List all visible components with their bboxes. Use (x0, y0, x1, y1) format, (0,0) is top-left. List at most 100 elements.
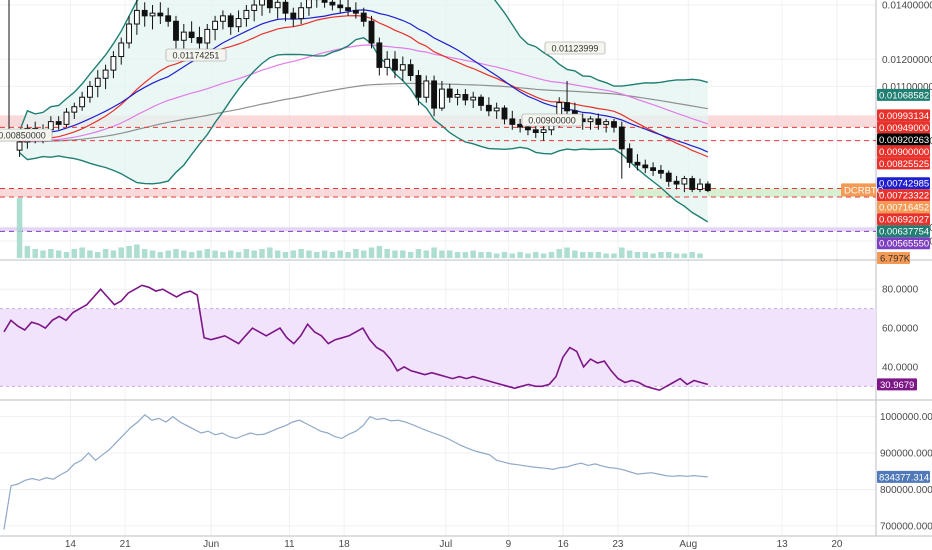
volume-bar (71, 249, 78, 258)
candle-body (71, 106, 78, 113)
candle-body (219, 15, 226, 22)
candle-body (266, 0, 273, 9)
volume-bar (579, 252, 586, 258)
volume-bar (227, 250, 234, 258)
time-tick-label: 13 (777, 539, 789, 550)
volume-bar (486, 252, 492, 258)
candle-body (118, 42, 125, 58)
time-axis[interactable]: 14 21 Jun 11 18 Jul 9 16 23 Aug 13 20 (65, 539, 843, 550)
rsi-pane[interactable] (0, 284, 876, 392)
candle-body (540, 129, 547, 133)
bollinger-upper (18, 0, 708, 132)
candle-body (360, 12, 367, 22)
price-tag-label: 0.00723322 (879, 191, 929, 202)
volume-bar (181, 250, 187, 258)
candle-body (227, 15, 234, 28)
volume-bar (274, 250, 281, 258)
candle-body (298, 7, 305, 20)
price-tag-box (877, 157, 930, 170)
rsi-tick-label: 80.0000 (882, 285, 919, 296)
volume-bar (642, 252, 649, 258)
candle-body (634, 161, 641, 166)
volume-bar (423, 250, 430, 258)
rsi-line (3, 284, 709, 392)
candle-body (188, 31, 195, 39)
rsi-value-tag: 30.9679 (880, 380, 914, 391)
price-tag-box (877, 237, 930, 250)
symbol-tag-box (841, 183, 876, 197)
candle-body (446, 88, 453, 98)
candle-body (94, 77, 101, 87)
candle-body (611, 121, 617, 128)
obv-pane[interactable] (3, 414, 708, 530)
candle-body (657, 169, 664, 174)
price-tag-label: 0.00949000 (879, 123, 929, 134)
candle-body (345, 7, 351, 11)
candle-body (274, 1, 281, 9)
rsi-band (0, 308, 876, 387)
price-tag-label: 0.00920263 (879, 135, 929, 146)
price-annotation: 0.00900000 (528, 116, 576, 126)
volume-bar (650, 253, 656, 258)
volume-bar (587, 252, 594, 258)
volume-bar (48, 249, 54, 258)
price-tag-label: 0.00742985 (879, 179, 929, 190)
volume-bar (470, 250, 476, 258)
volume-bar (298, 249, 304, 258)
volume-bar (634, 252, 641, 258)
candle-body (618, 126, 625, 150)
volume-bar (431, 247, 437, 258)
volume-bar (392, 250, 398, 258)
candle-body (603, 121, 610, 125)
candle-body (251, 4, 258, 11)
volume-bar (212, 250, 218, 258)
volume-bar (415, 249, 422, 258)
obv-tick-label: 900000.0000 (880, 449, 932, 460)
candle-body (384, 58, 391, 68)
candle-body (626, 148, 633, 163)
candle-body (485, 104, 492, 112)
candle-body (532, 129, 539, 133)
rsi-tick-label: 40.0000 (882, 362, 919, 373)
volume-bar (24, 246, 31, 258)
rsi-value-tag-box (877, 378, 917, 391)
price-tag-label: 0.00825525 (879, 159, 929, 170)
volume-bar (79, 247, 85, 258)
obv-tick-label: 1000000.0000 (880, 412, 932, 423)
candle-body (243, 9, 250, 20)
candle-body (110, 56, 117, 71)
candle-body (587, 118, 594, 123)
time-tick-label: 16 (558, 539, 570, 550)
volume-bar (40, 250, 46, 258)
volume-bar (603, 253, 609, 258)
candle-body (509, 118, 516, 125)
candle-body (157, 12, 164, 17)
volume-bar (141, 249, 148, 258)
volume-bar (446, 250, 453, 258)
price-tag-box (877, 189, 930, 202)
price-annotation-box (165, 48, 227, 62)
volume-bar (126, 246, 132, 258)
volume-bar (134, 244, 140, 258)
volume-bar (525, 253, 531, 258)
time-tick-label: Aug (679, 539, 697, 550)
candle-body (79, 96, 86, 108)
volume-bar (407, 252, 414, 258)
volume-bar (368, 247, 375, 258)
price-axis[interactable]: 0.01400000 0.01200000 0.01100000 0.00900000… (841, 1, 932, 533)
volume-bar (626, 250, 633, 258)
candle-body (525, 126, 531, 131)
time-tick-label: 20 (831, 539, 843, 550)
volume-bar (110, 250, 117, 258)
candle-body (665, 172, 672, 182)
price-pane[interactable]: 0.01174251 0.01123999 0.00900000 0.00850000 (0, 0, 876, 232)
volume-bar (337, 250, 343, 258)
candle-body (368, 20, 375, 44)
volume-bar (689, 252, 695, 258)
volume-bar (329, 252, 336, 258)
resistance-zone (0, 188, 876, 198)
candle-body (407, 64, 414, 77)
volume-bar (439, 250, 445, 258)
price-annotation-box (521, 113, 583, 127)
